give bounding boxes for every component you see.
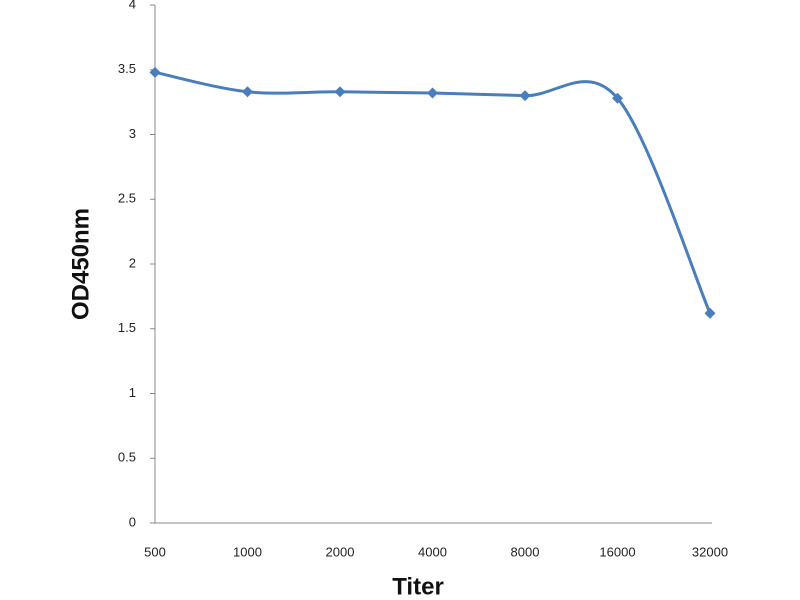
y-tick-label: 4 [129,0,136,11]
y-tick-label: 2.5 [118,191,136,206]
y-tick-label: 3.5 [118,61,136,76]
y-tick-label: 2 [129,255,136,270]
x-tick-label: 16000 [599,544,635,559]
series-line [154,70,712,314]
x-tick-label: 2000 [326,544,355,559]
y-tick-label: 0 [129,514,136,529]
x-tick-label: 8000 [511,544,540,559]
x-tick-label: 32000 [692,544,728,559]
x-tick-label: 1000 [233,544,262,559]
y-tick-label: 3 [129,126,136,141]
y-tick-label: 1.5 [118,320,136,335]
point-marker [334,86,346,98]
point-marker [704,307,716,319]
x-tick-label: 500 [144,544,166,559]
x-tick-label: 4000 [418,544,447,559]
point-marker [519,90,531,102]
y-axis-title: OD450nm [67,208,94,320]
x-axis-title: Titer [392,573,444,600]
point-marker [612,92,623,104]
point-marker [149,66,161,78]
point-marker [242,86,253,98]
y-tick-label: 0.5 [118,450,136,465]
point-marker [427,87,438,99]
y-tick-label: 1 [129,385,136,400]
